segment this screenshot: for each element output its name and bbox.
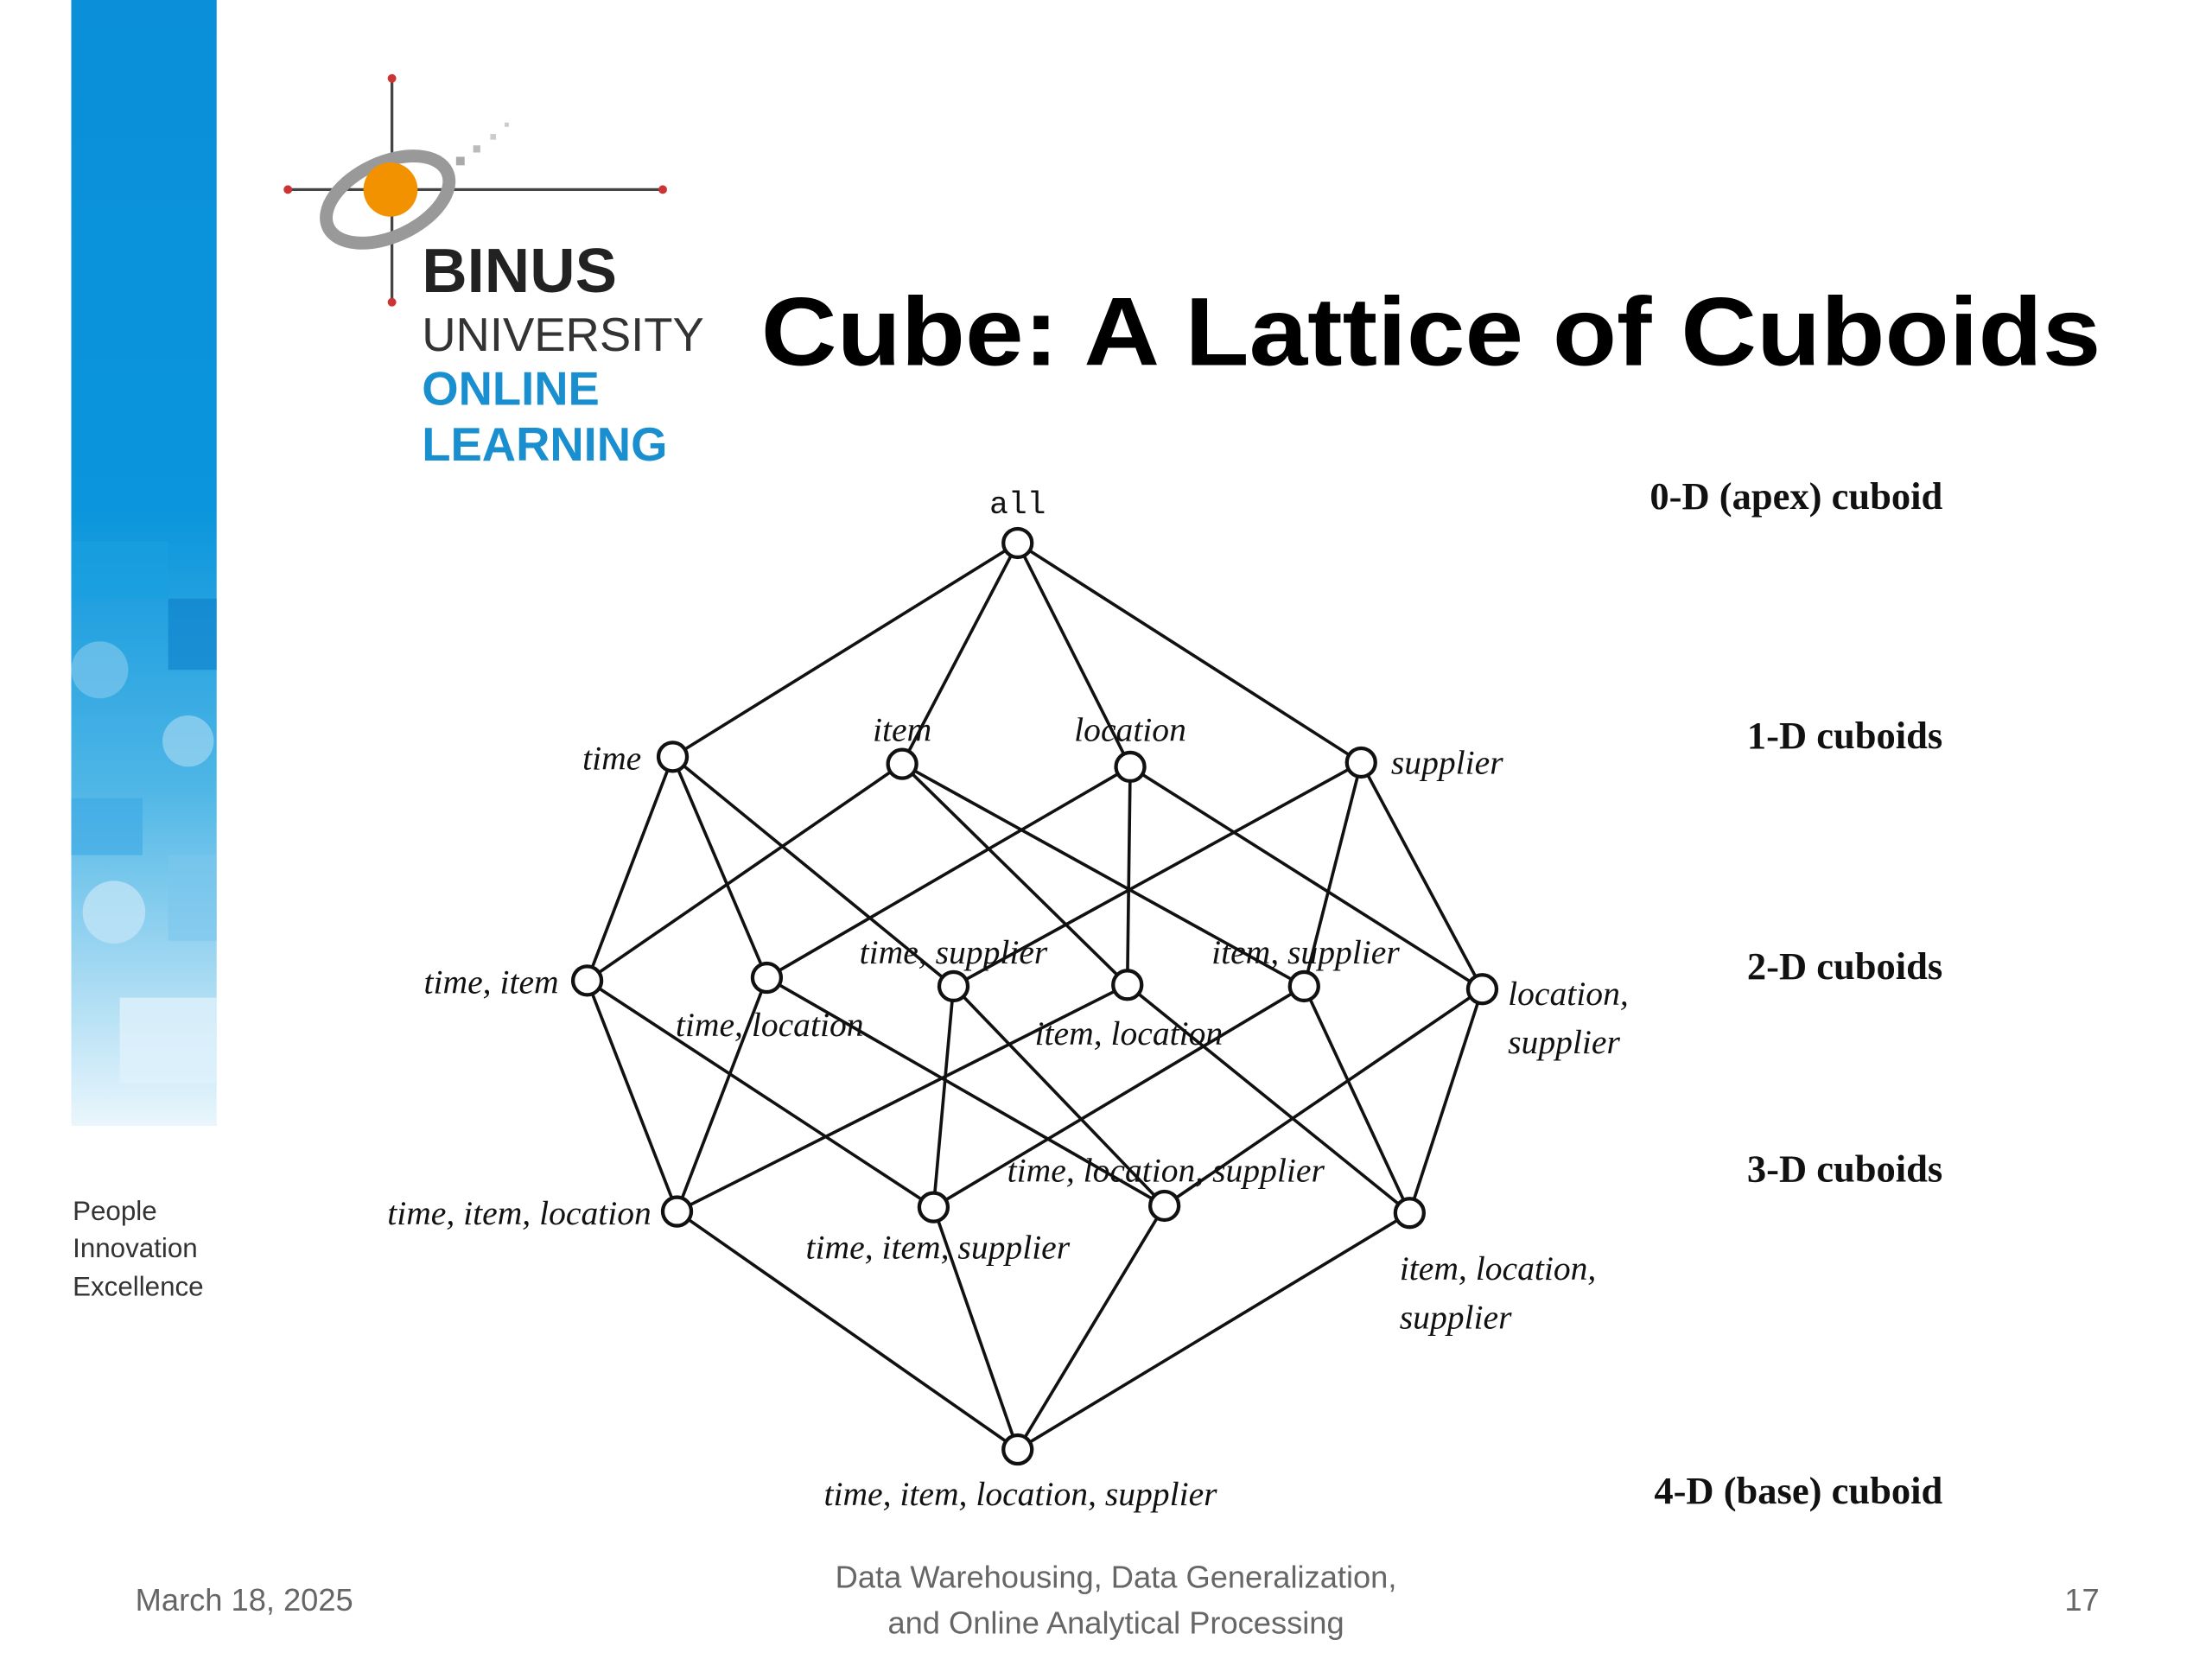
- node-label: supplier: [1508, 1023, 1620, 1061]
- node-label: location,: [1508, 975, 1629, 1013]
- page-number: 17: [2064, 1582, 2099, 1618]
- node-label: supplier: [1391, 744, 1503, 782]
- edge: [931, 1206, 1020, 1451]
- node: [1393, 1197, 1426, 1230]
- node-label: time, location: [676, 1006, 864, 1044]
- node-label: item, location,: [1400, 1249, 1597, 1287]
- node: [917, 1191, 950, 1224]
- edge: [900, 762, 1129, 987]
- edge: [585, 756, 675, 982]
- edge: [1302, 985, 1411, 1214]
- edge: [901, 762, 1306, 988]
- logo-text: LEARNING: [422, 418, 667, 471]
- node-label: time, location, supplier: [1007, 1151, 1325, 1189]
- edge: [676, 983, 1128, 1213]
- node: [660, 1195, 694, 1228]
- node: [750, 961, 784, 995]
- edge: [671, 541, 1019, 759]
- edge: [586, 979, 935, 1209]
- edge: [766, 976, 1166, 1208]
- edge: [676, 1210, 1019, 1452]
- node: [1287, 969, 1320, 1003]
- tagline: Innovation: [73, 1233, 198, 1263]
- node-label: item, supplier: [1211, 933, 1400, 971]
- node: [1147, 1189, 1181, 1223]
- node: [937, 969, 970, 1003]
- node-label: all: [989, 487, 1046, 523]
- edge: [585, 980, 679, 1212]
- level-label: 0-D (apex) cuboid: [1649, 474, 1942, 518]
- node-label: time, item, supplier: [806, 1228, 1071, 1266]
- edge: [931, 986, 956, 1208]
- edge: [1016, 1211, 1411, 1452]
- edge: [900, 542, 1020, 765]
- edge: [932, 984, 1306, 1209]
- level-label: 1-D cuboids: [1747, 714, 1942, 757]
- node-label: time, item, location: [387, 1194, 652, 1232]
- node-label: location: [1074, 711, 1186, 749]
- edge: [1016, 1205, 1166, 1451]
- node-label: time, item: [424, 963, 559, 1001]
- node: [1344, 746, 1377, 779]
- node: [1001, 526, 1034, 560]
- node: [886, 747, 918, 780]
- slide-title: Cube: A Lattice of Cuboids: [761, 276, 2101, 385]
- node: [1114, 750, 1147, 784]
- edge: [766, 765, 1131, 980]
- node: [1111, 969, 1144, 1001]
- logo-text: UNIVERSITY: [422, 308, 704, 361]
- node-label: time, item, location, supplier: [823, 1475, 1217, 1513]
- footer-subject: Data Warehousing, Data Generalization,: [836, 1560, 1397, 1595]
- edge: [1016, 542, 1132, 768]
- logo-text: BINUS: [422, 236, 617, 306]
- tagline: People: [73, 1196, 157, 1226]
- edges: [585, 541, 1484, 1452]
- edge: [675, 976, 769, 1212]
- edge: [1016, 541, 1363, 765]
- logo-mark: [283, 73, 667, 307]
- edge: [671, 756, 769, 979]
- edge: [671, 755, 955, 988]
- edge: [952, 760, 1363, 988]
- edge: [952, 985, 1166, 1207]
- node-label: time, supplier: [860, 933, 1048, 971]
- side-bar: [71, 0, 217, 1127]
- footer-subject: and Online Analytical Processing: [887, 1605, 1344, 1640]
- tagline: Excellence: [73, 1271, 204, 1301]
- edge: [586, 762, 904, 982]
- edge: [1163, 988, 1484, 1207]
- node: [1465, 973, 1499, 1006]
- node: [570, 964, 604, 997]
- logo-text: ONLINE: [422, 362, 600, 415]
- node-label: item, location: [1035, 1014, 1224, 1052]
- level-label: 3-D cuboids: [1747, 1147, 1942, 1190]
- level-label: 4-D (base) cuboid: [1654, 1469, 1942, 1512]
- footer-date: March 18, 2025: [136, 1582, 353, 1618]
- edge: [1359, 761, 1484, 990]
- node-label: time: [582, 740, 641, 778]
- edge: [1126, 983, 1411, 1215]
- edge: [1408, 988, 1484, 1214]
- node: [1001, 1433, 1034, 1466]
- edge: [1302, 762, 1363, 987]
- node-label: supplier: [1400, 1298, 1512, 1336]
- edge: [1125, 766, 1132, 985]
- node-label: item: [873, 711, 931, 749]
- node: [656, 741, 690, 773]
- level-label: 2-D cuboids: [1747, 944, 1942, 988]
- edge: [1129, 765, 1484, 991]
- nodes: all time item location supplier time, item tim…: [387, 487, 1629, 1513]
